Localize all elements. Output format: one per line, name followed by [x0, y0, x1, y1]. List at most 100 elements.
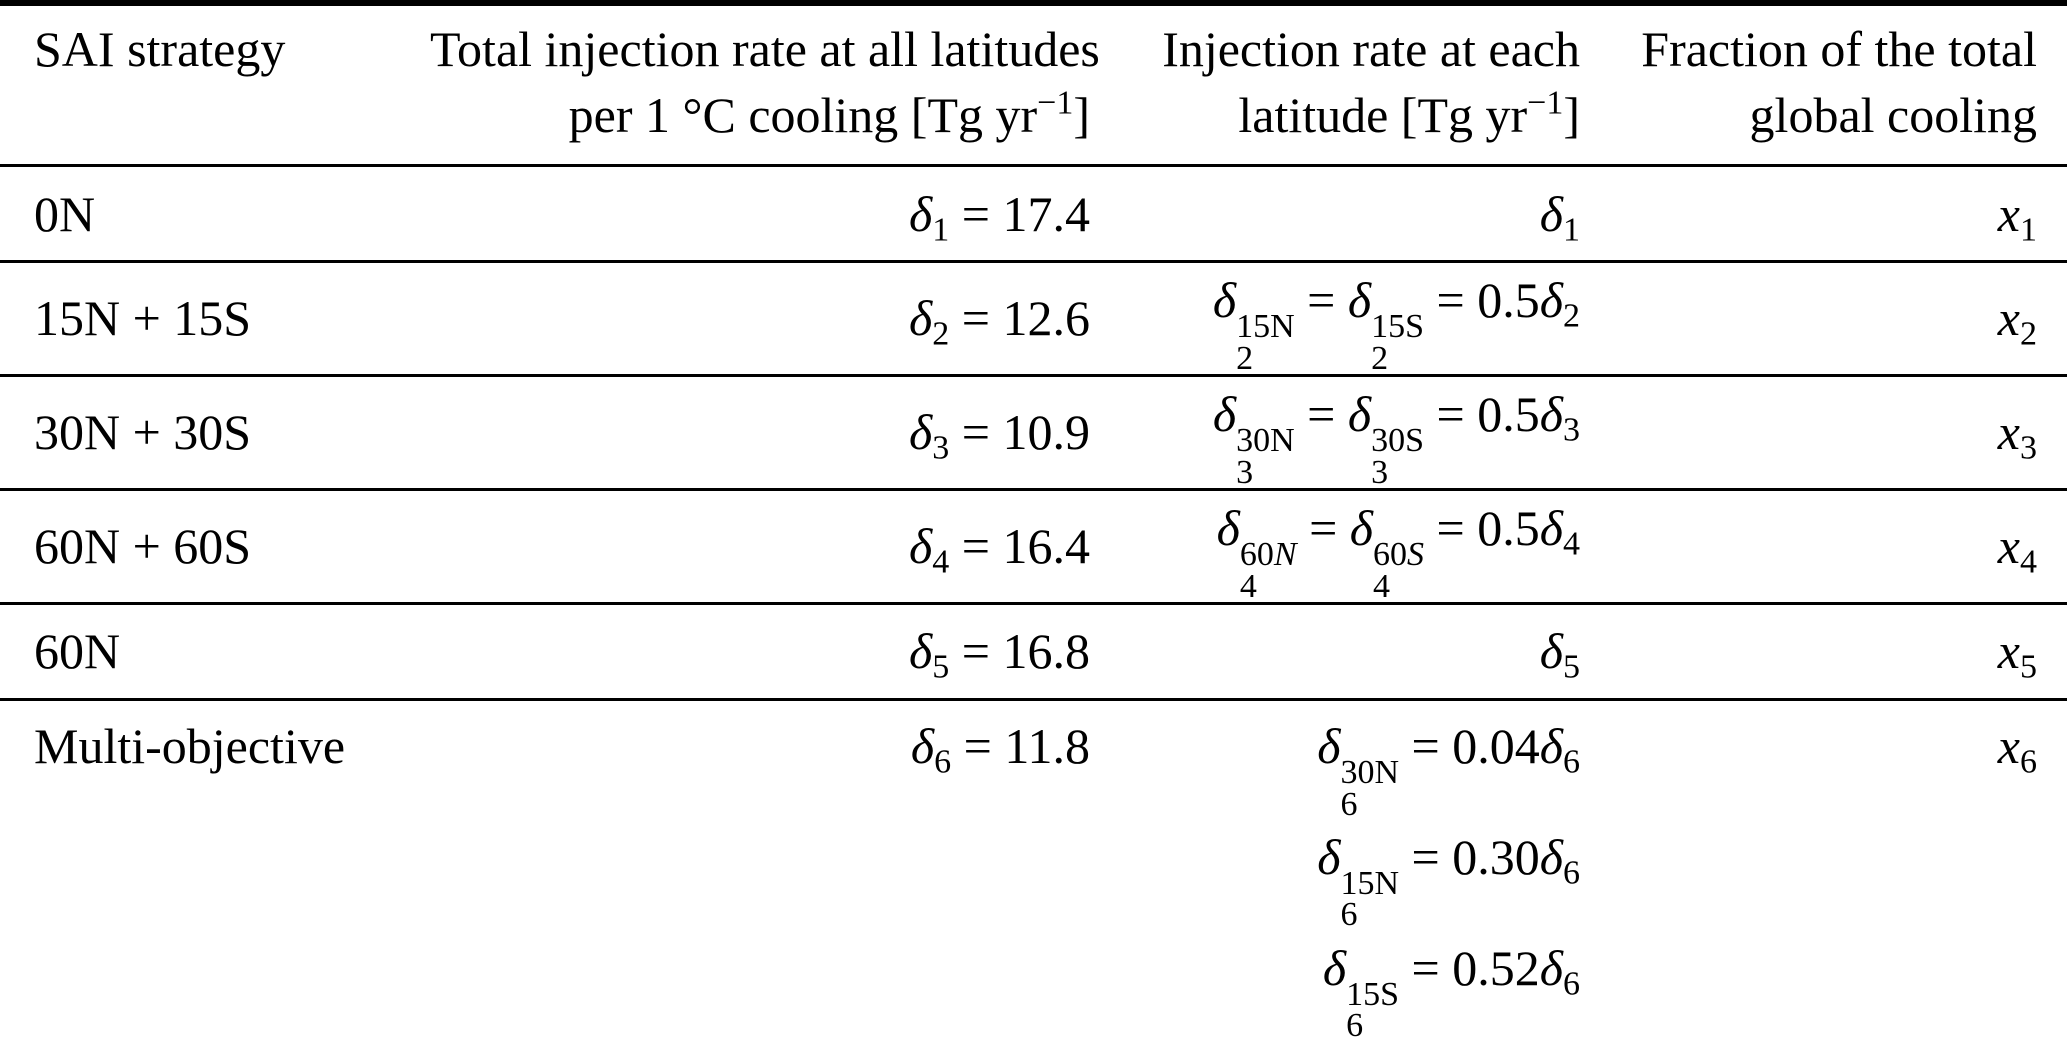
subscript: 2: [1563, 297, 1580, 335]
subscript: 6: [2020, 743, 2037, 781]
strategy-label: 0N: [34, 185, 96, 242]
subscript: 4: [2020, 543, 2037, 581]
header-text-line: per 1 °C cooling [Tg yr−1]: [568, 84, 1090, 143]
table-row: 60N δ5 = 16.8 δ5 x5: [0, 605, 2067, 701]
header-text-line: Total injection rate at all latitudes: [430, 21, 1100, 77]
x-symbol: x: [1997, 185, 2020, 242]
delta-symbol: δ: [1539, 717, 1563, 774]
delta-symbol: δ: [1539, 623, 1563, 680]
subscript: 3: [1563, 411, 1580, 449]
per-latitude-cell: δ 30N 6 = 0.04δ6 δ 15N 6 = 0.30δ6 δ 15S 6 = 0.52…: [1090, 709, 1580, 1051]
per-latitude-cell: δ5: [1090, 614, 1580, 688]
fraction-cell: x2: [1580, 281, 2067, 355]
delta-symbol: δ: [1539, 828, 1563, 885]
strategy-cell: 0N: [0, 177, 430, 251]
header-injection-rate-each-latitude: Injection rate at each latitude [Tg yr−1…: [1090, 16, 1580, 148]
fraction-cell: x3: [1580, 395, 2067, 469]
delta-symbol: δ: [1212, 385, 1237, 442]
per-latitude-cell: δ 60N 4 = δ 60S 4 = 0.5δ4: [1090, 491, 1580, 605]
header-fraction-global-cooling: Fraction of the total global cooling: [1580, 16, 2067, 148]
fraction-formula: x2: [1998, 290, 2037, 351]
subscript: 6: [1340, 896, 1358, 934]
superscript: −1: [1527, 84, 1564, 122]
delta-symbol: δ: [1212, 272, 1237, 328]
subscript: 2: [1371, 339, 1389, 377]
subscript: 1: [932, 211, 950, 249]
subscript: 1: [1563, 211, 1580, 249]
delta-symbol: δ: [1539, 499, 1563, 556]
delta-symbol: δ: [1539, 939, 1563, 996]
superscript-text: 15N: [1340, 865, 1400, 903]
total-rate-formula: δ5 = 16.8: [909, 623, 1090, 686]
x-symbol: x: [1997, 518, 2020, 575]
strategy-label: 15N + 15S: [34, 290, 252, 347]
delta-symbol: δ: [1539, 185, 1563, 242]
strategy-label: 60N: [34, 623, 121, 680]
per-latitude-cell: δ 30N 3 = δ 30S 3 = 0.5δ3: [1090, 377, 1580, 491]
superscript: 15S: [1371, 310, 1424, 344]
delta-symbol: δ: [1347, 385, 1372, 442]
subscript: 6: [1340, 785, 1358, 823]
total-rate-formula: δ4 = 16.4: [909, 518, 1090, 581]
superscript: 15N: [1340, 865, 1400, 903]
strategy-cell: Multi-objective: [0, 709, 430, 783]
fraction-formula: x5: [1998, 623, 2037, 684]
total-rate-cell: δ6 = 11.8: [430, 709, 1090, 783]
superscript-text: 60: [1239, 536, 1274, 574]
subscript: 4: [1563, 525, 1580, 563]
fraction-formula: x6: [1997, 717, 2037, 779]
delta-symbol: δ: [909, 623, 933, 680]
delta-symbol: δ: [909, 404, 933, 461]
delta-symbol: δ: [1322, 939, 1347, 996]
fraction-cell: x1: [1580, 177, 2067, 251]
superscript-text: 30N: [1236, 422, 1295, 460]
subscript: 6: [1563, 965, 1580, 1003]
sup-sub-stack: 30N 3: [1236, 422, 1295, 491]
superscript-text: 30S: [1371, 422, 1425, 460]
delta-symbol: δ: [1216, 499, 1240, 556]
delta-symbol: δ: [909, 290, 933, 347]
superscript: −1: [1037, 84, 1074, 122]
subscript: 4: [1373, 567, 1391, 605]
total-rate-formula: δ1 = 17.4: [909, 185, 1090, 249]
table-row: 60N + 60S δ4 = 16.4 δ 60N 4 = δ 60S 4 = 0.5δ…: [0, 491, 2067, 605]
superscript: 60S: [1373, 536, 1425, 574]
table-body: 0N δ1 = 17.4 δ1 x1 15N + 15S δ2 = 12.6 δ…: [0, 167, 2067, 1051]
total-rate-cell: δ2 = 12.6: [430, 281, 1090, 355]
per-latitude-formula-line: δ 30N 3 = δ 30S 3 = 0.5δ3: [1212, 385, 1580, 491]
subscript: 2: [2020, 315, 2037, 353]
strategy-cell: 60N: [0, 614, 430, 688]
total-rate-cell: δ1 = 17.4: [430, 177, 1090, 251]
subscript: 5: [1563, 648, 1580, 686]
fraction-formula: x3: [1998, 404, 2037, 465]
delta-symbol: δ: [910, 717, 935, 774]
fraction-cell: x6: [1580, 709, 2067, 783]
sup-sub-stack: 15N 6: [1340, 865, 1400, 934]
header-text-line: latitude [Tg yr−1]: [1238, 84, 1580, 143]
sup-sub-stack: 15N 2: [1236, 310, 1295, 377]
delta-symbol: δ: [1317, 828, 1341, 885]
sup-sub-stack: 30S 3: [1371, 422, 1425, 489]
strategy-cell: 60N + 60S: [0, 509, 430, 583]
x-symbol: x: [1997, 717, 2020, 774]
total-rate-cell: δ4 = 16.4: [430, 509, 1090, 583]
total-rate-cell: δ5 = 16.8: [430, 614, 1090, 688]
delta-symbol: δ: [1317, 717, 1341, 774]
delta-symbol: δ: [1349, 499, 1374, 556]
subscript: 2: [1236, 339, 1254, 377]
subscript: 6: [1346, 1007, 1364, 1045]
per-latitude-formula-line: δ 15S 6 = 0.52δ6: [1322, 939, 1580, 1045]
strategy-cell: 30N + 30S: [0, 395, 430, 469]
superscript-text: S: [1407, 536, 1425, 574]
superscript: 15S: [1346, 976, 1400, 1014]
sup-sub-stack: 15S 2: [1371, 310, 1424, 377]
superscript-text: 15S: [1346, 976, 1400, 1014]
subscript: 3: [1236, 453, 1254, 491]
per-latitude-formula-line: δ 15N 2 = δ 15S 2 = 0.5δ2: [1212, 272, 1580, 377]
header-text-line: Injection rate at each: [1162, 21, 1580, 77]
table-row: 0N δ1 = 17.4 δ1 x1: [0, 167, 2067, 263]
subscript: 2: [932, 315, 950, 353]
header-text-line: Fraction of the total: [1641, 21, 2037, 77]
